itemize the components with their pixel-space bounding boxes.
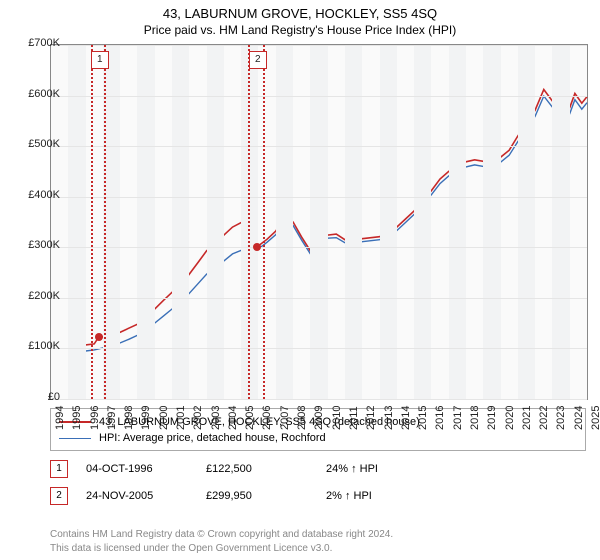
y-tick-label: £700K — [4, 37, 60, 49]
y-tick-label: £300K — [4, 239, 60, 251]
x-tick-label: 2023 — [555, 406, 567, 430]
x-tick-label: 2020 — [504, 406, 516, 430]
sale-delta-1: 2% ↑ HPI — [326, 490, 446, 502]
chart-panel: 12 — [50, 44, 588, 400]
x-tick-label: 2009 — [313, 406, 325, 430]
x-tick-label: 2012 — [365, 406, 377, 430]
x-tick-label: 2007 — [279, 406, 291, 430]
x-tick-label: 2004 — [227, 406, 239, 430]
sale-row-0: 1 04-OCT-1996 £122,500 24% ↑ HPI — [50, 460, 586, 478]
y-tick-label: £500K — [4, 138, 60, 150]
x-tick-label: 2008 — [296, 406, 308, 430]
x-tick-label: 1996 — [89, 406, 101, 430]
legend-row-1: HPI: Average price, detached house, Roch… — [59, 430, 577, 446]
y-tick-label: £0 — [4, 391, 60, 403]
sale-date-1: 24-NOV-2005 — [86, 490, 206, 502]
page-subtitle: Price paid vs. HM Land Registry's House … — [0, 21, 600, 37]
y-tick-label: £100K — [4, 340, 60, 352]
x-tick-label: 2022 — [538, 406, 550, 430]
footer-line-2: This data is licensed under the Open Gov… — [50, 542, 393, 556]
y-tick-label: £600K — [4, 88, 60, 100]
x-tick-label: 2003 — [210, 406, 222, 430]
x-tick-label: 1994 — [54, 406, 66, 430]
sale-badge-1: 2 — [50, 487, 68, 505]
legend-swatch-1 — [59, 438, 91, 439]
x-tick-label: 2011 — [348, 406, 360, 430]
x-tick-label: 1995 — [71, 406, 83, 430]
x-tick-label: 2006 — [261, 406, 273, 430]
x-tick-label: 2025 — [590, 406, 600, 430]
x-tick-label: 2021 — [521, 406, 533, 430]
sale-price-1: £299,950 — [206, 490, 326, 502]
x-tick-label: 2016 — [434, 406, 446, 430]
sale-price-0: £122,500 — [206, 463, 326, 475]
page-title: 43, LABURNUM GROVE, HOCKLEY, SS5 4SQ — [0, 0, 600, 21]
footer: Contains HM Land Registry data © Crown c… — [50, 528, 393, 555]
x-tick-label: 2019 — [486, 406, 498, 430]
x-tick-label: 2010 — [331, 406, 343, 430]
x-tick-label: 2015 — [417, 406, 429, 430]
x-tick-label: 2013 — [383, 406, 395, 430]
y-tick-label: £200K — [4, 290, 60, 302]
sale-badge-0: 1 — [50, 460, 68, 478]
sale-date-0: 04-OCT-1996 — [86, 463, 206, 475]
y-tick-label: £400K — [4, 189, 60, 201]
sale-row-1: 2 24-NOV-2005 £299,950 2% ↑ HPI — [50, 487, 586, 505]
x-tick-label: 2002 — [192, 406, 204, 430]
x-tick-label: 2000 — [158, 406, 170, 430]
chart-marker-badge: 1 — [91, 51, 109, 69]
x-tick-label: 1998 — [123, 406, 135, 430]
x-tick-label: 2001 — [175, 406, 187, 430]
chart-marker-dot — [95, 333, 103, 341]
legend-label-1: HPI: Average price, detached house, Roch… — [99, 432, 326, 444]
x-tick-label: 1997 — [106, 406, 118, 430]
x-tick-label: 1999 — [140, 406, 152, 430]
x-tick-label: 2005 — [244, 406, 256, 430]
chart-marker-dot — [253, 243, 261, 251]
sale-delta-0: 24% ↑ HPI — [326, 463, 446, 475]
x-tick-label: 2014 — [400, 406, 412, 430]
x-tick-label: 2017 — [452, 406, 464, 430]
footer-line-1: Contains HM Land Registry data © Crown c… — [50, 528, 393, 542]
x-tick-label: 2024 — [573, 406, 585, 430]
chart-marker-badge: 2 — [249, 51, 267, 69]
x-tick-label: 2018 — [469, 406, 481, 430]
